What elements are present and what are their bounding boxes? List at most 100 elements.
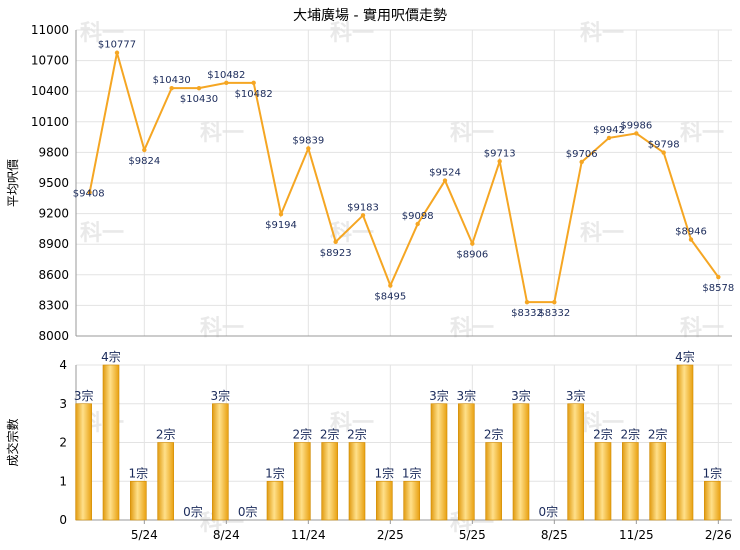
watermark-mark: 科一 [680, 316, 724, 341]
price-panel: 8000 8300 8600 8900 9200 9500 9800 10100 10400 10… [6, 23, 734, 343]
price-point[interactable] [497, 159, 502, 164]
volume-data-label: 2宗 [156, 427, 176, 442]
watermark-mark: 科一 [80, 21, 124, 46]
price-point[interactable] [470, 241, 475, 246]
price-point[interactable] [278, 212, 284, 217]
volume-bar[interactable] [102, 364, 120, 521]
volume-bar[interactable] [75, 403, 92, 521]
volume-bar[interactable] [348, 442, 366, 521]
price-point[interactable] [415, 221, 420, 227]
price-point[interactable] [196, 85, 202, 91]
volume-bar[interactable] [157, 442, 174, 521]
volume-data-label: 1宗 [703, 465, 723, 480]
volume-bar[interactable] [458, 403, 475, 521]
price-data-label: $8332 [511, 308, 543, 319]
price-point[interactable] [87, 190, 92, 195]
volume-bar[interactable] [212, 403, 229, 521]
price-point[interactable] [306, 146, 311, 151]
price-tick-label: 9500 [38, 176, 69, 190]
chart-title: 大埔廣場 - 實用呎價走勢 [293, 7, 447, 24]
price-point[interactable] [716, 274, 721, 280]
volume-data-label: 2宗 [621, 427, 641, 442]
price-data-label: $8946 [675, 227, 707, 238]
volume-bar[interactable] [266, 480, 284, 521]
price-tick-label: 11000 [31, 23, 69, 37]
price-point[interactable] [606, 135, 612, 141]
price-point[interactable] [442, 178, 448, 183]
price-point[interactable] [688, 237, 694, 242]
price-point[interactable] [333, 239, 338, 245]
volume-bar[interactable] [622, 442, 639, 521]
price-point[interactable] [251, 80, 256, 86]
volume-bar[interactable] [321, 442, 338, 521]
price-point[interactable] [224, 80, 229, 86]
price-tick-label: 9200 [38, 207, 69, 221]
volume-data-label: 3宗 [566, 388, 586, 403]
price-data-label: $10430 [180, 94, 218, 105]
x-tick-label: 2/25 [377, 528, 404, 542]
volume-axis-label: 成交宗數 [5, 418, 20, 466]
price-data-label: $8332 [538, 308, 570, 319]
volume-data-label: 2宗 [293, 427, 313, 442]
price-data-label: $8578 [702, 283, 734, 294]
price-tick-label: 10100 [31, 115, 69, 129]
volume-data-label: 2宗 [593, 427, 613, 442]
price-point[interactable] [142, 147, 147, 153]
volume-bar[interactable] [512, 403, 530, 521]
price-data-label: $8495 [374, 292, 406, 303]
price-tick-label: 8000 [38, 329, 69, 343]
volume-data-label: 1宗 [375, 465, 395, 480]
price-data-label: $9194 [265, 220, 297, 231]
volume-data-label: 3宗 [429, 388, 449, 403]
price-point[interactable] [634, 131, 639, 136]
price-point[interactable] [169, 85, 174, 91]
price-data-label: $10777 [98, 40, 136, 51]
volume-bar[interactable] [403, 480, 420, 521]
price-point[interactable] [579, 159, 584, 165]
volume-data-label: 0宗 [539, 504, 559, 519]
volume-bar[interactable] [704, 480, 721, 521]
volume-data-label: 1宗 [265, 465, 285, 480]
price-data-label: $9183 [347, 202, 379, 213]
volume-bar[interactable] [485, 442, 502, 521]
volume-bar[interactable] [376, 480, 393, 521]
volume-data-label: 2宗 [484, 427, 504, 442]
price-data-label: $9524 [429, 168, 461, 179]
watermark-mark: 科一 [580, 221, 624, 246]
volume-bar[interactable] [294, 442, 311, 521]
volume-bar[interactable] [130, 480, 147, 521]
price-point[interactable] [552, 299, 557, 305]
x-tick-label: 8/25 [541, 528, 568, 542]
x-tick-label: 11/25 [619, 528, 654, 542]
volume-bar[interactable] [594, 442, 612, 521]
volume-data-label: 2宗 [347, 427, 367, 442]
volume-bar[interactable] [676, 364, 694, 521]
volume-data-label: 1宗 [402, 465, 422, 480]
price-data-label: $9706 [566, 149, 598, 160]
volume-bar[interactable] [430, 403, 448, 521]
volume-data-label: 2宗 [648, 427, 668, 442]
price-point[interactable] [388, 283, 393, 288]
price-point[interactable] [524, 299, 530, 305]
volume-tick-label: 1 [59, 474, 67, 488]
price-point[interactable] [360, 213, 366, 218]
price-tick-label: 8300 [38, 298, 69, 312]
price-tick-label: 8900 [38, 237, 69, 251]
x-tick-label: 11/24 [291, 528, 326, 542]
price-tick-label: 9800 [38, 145, 69, 159]
price-data-label: $8923 [320, 248, 352, 259]
watermark-mark: 科一 [580, 21, 624, 46]
price-point[interactable] [114, 50, 120, 55]
volume-tick-label: 2 [59, 436, 67, 450]
x-tick-label: 5/24 [131, 528, 158, 542]
volume-tick-label: 0 [59, 513, 67, 527]
price-data-label: $9713 [484, 148, 516, 159]
price-axis-label: 平均呎價 [6, 159, 20, 207]
volume-data-label: 3宗 [211, 388, 231, 403]
volume-bar[interactable] [649, 442, 666, 521]
price-data-label: $10430 [153, 75, 191, 86]
price-point[interactable] [661, 150, 666, 155]
volume-bar[interactable] [567, 403, 584, 521]
